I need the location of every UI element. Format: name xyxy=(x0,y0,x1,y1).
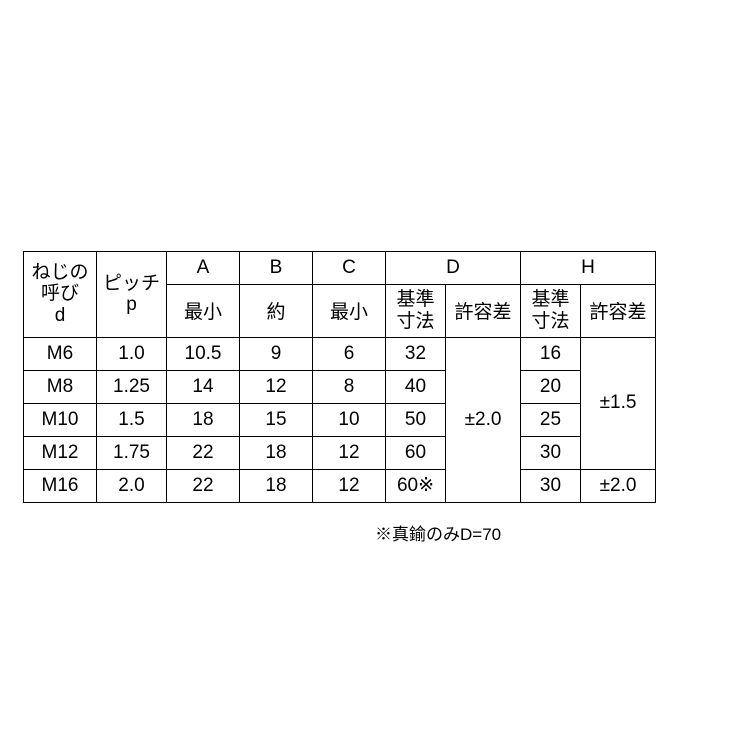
col-pitch-p: ピッチp xyxy=(97,252,167,338)
cell-A: 22 xyxy=(167,469,240,502)
spec-table: ねじの呼びd ピッチp A B C D H 最小 約 最小 基準寸法 許容差 基… xyxy=(23,251,656,503)
cell-C: 12 xyxy=(313,436,386,469)
cell-B: 12 xyxy=(240,370,313,403)
cell-B: 15 xyxy=(240,403,313,436)
cell-B: 18 xyxy=(240,436,313,469)
col-H: H xyxy=(521,252,656,285)
cell-Hbase: 20 xyxy=(521,370,581,403)
cell-Dtol: ±2.0 xyxy=(446,337,521,502)
cell-Hbase: 30 xyxy=(521,469,581,502)
cell-Dbase: 40 xyxy=(386,370,446,403)
col-C: C xyxy=(313,252,386,285)
cell-Hbase: 25 xyxy=(521,403,581,436)
cell-Dbase: 50 xyxy=(386,403,446,436)
col-D-tol: 許容差 xyxy=(446,285,521,338)
cell-p: 1.75 xyxy=(97,436,167,469)
cell-C: 12 xyxy=(313,469,386,502)
col-H-base: 基準寸法 xyxy=(521,285,581,338)
cell-d: M16 xyxy=(24,469,97,502)
table-row: M10 1.5 18 15 10 50 25 xyxy=(24,403,656,436)
col-H-tol: 許容差 xyxy=(581,285,656,338)
table-row: M16 2.0 22 18 12 60※ 30 ±2.0 xyxy=(24,469,656,502)
table-row: M8 1.25 14 12 8 40 20 xyxy=(24,370,656,403)
cell-d: M6 xyxy=(24,337,97,370)
cell-C: 8 xyxy=(313,370,386,403)
cell-B: 9 xyxy=(240,337,313,370)
cell-d: M8 xyxy=(24,370,97,403)
col-B-approx: 約 xyxy=(240,285,313,338)
cell-B: 18 xyxy=(240,469,313,502)
col-A-min: 最小 xyxy=(167,285,240,338)
cell-p: 1.0 xyxy=(97,337,167,370)
cell-d: M10 xyxy=(24,403,97,436)
col-B: B xyxy=(240,252,313,285)
cell-Htol-2: ±2.0 xyxy=(581,469,656,502)
cell-A: 22 xyxy=(167,436,240,469)
cell-A: 10.5 xyxy=(167,337,240,370)
cell-A: 14 xyxy=(167,370,240,403)
cell-p: 1.25 xyxy=(97,370,167,403)
table-row: M12 1.75 22 18 12 60 30 xyxy=(24,436,656,469)
cell-p: 1.5 xyxy=(97,403,167,436)
cell-Htol-1: ±1.5 xyxy=(581,337,656,469)
col-C-min: 最小 xyxy=(313,285,386,338)
cell-p: 2.0 xyxy=(97,469,167,502)
cell-Hbase: 16 xyxy=(521,337,581,370)
cell-Dbase: 60※ xyxy=(386,469,446,502)
cell-Hbase: 30 xyxy=(521,436,581,469)
col-D: D xyxy=(386,252,521,285)
cell-Dbase: 60 xyxy=(386,436,446,469)
table-row: M6 1.0 10.5 9 6 32 ±2.0 16 ±1.5 xyxy=(24,337,656,370)
col-D-base: 基準寸法 xyxy=(386,285,446,338)
footnote: ※真鍮のみD=70 xyxy=(375,520,501,545)
table-header-row-1: ねじの呼びd ピッチp A B C D H xyxy=(24,252,656,285)
col-A: A xyxy=(167,252,240,285)
cell-d: M12 xyxy=(24,436,97,469)
col-thread-d: ねじの呼びd xyxy=(24,252,97,338)
cell-A: 18 xyxy=(167,403,240,436)
cell-C: 10 xyxy=(313,403,386,436)
cell-C: 6 xyxy=(313,337,386,370)
cell-Dbase: 32 xyxy=(386,337,446,370)
